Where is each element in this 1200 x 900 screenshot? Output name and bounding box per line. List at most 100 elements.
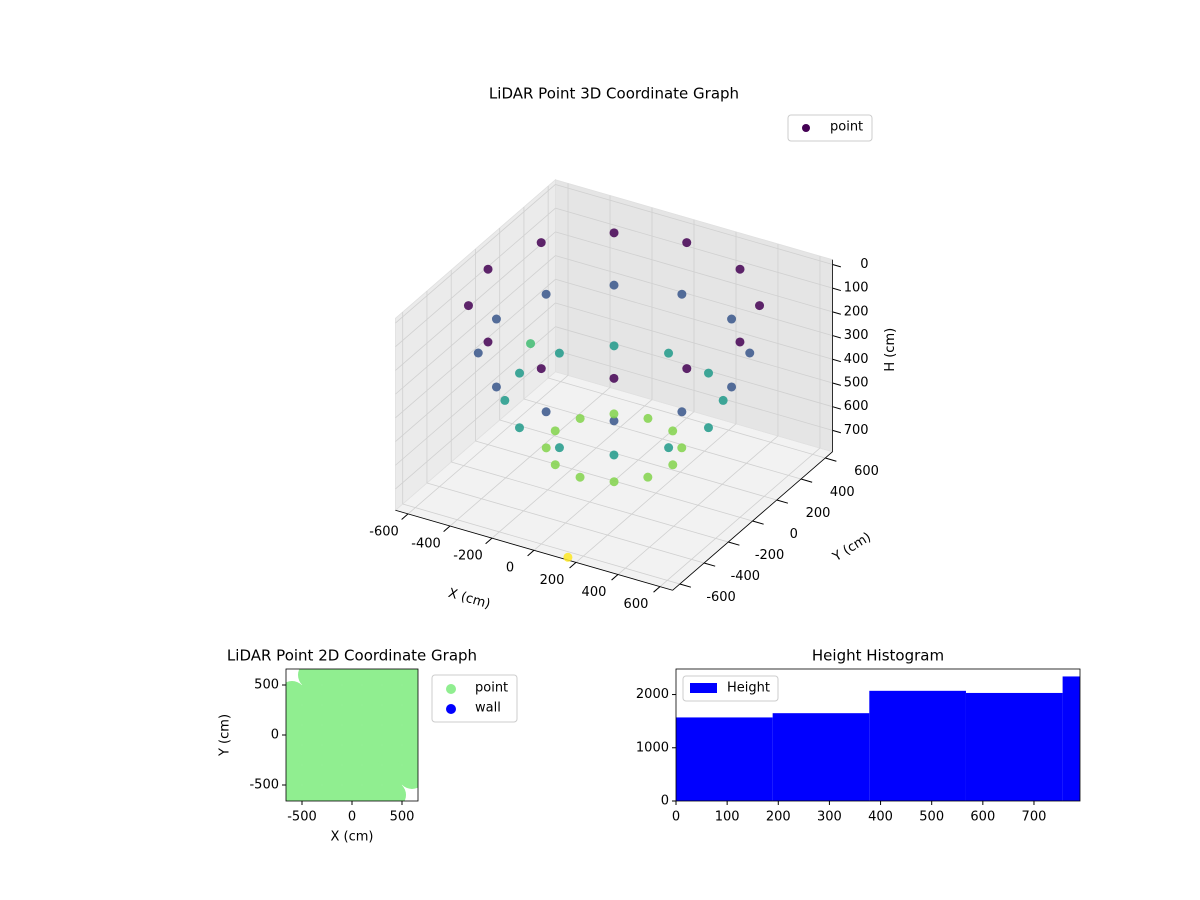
point (338, 681, 366, 709)
grid-line (555, 278, 833, 360)
z-tick-label: 400 (844, 352, 869, 367)
tick-mark (776, 499, 789, 504)
z-tick-label: 500 (844, 375, 869, 390)
z-tick-label: 300 (844, 328, 869, 343)
x-tick-label: 500 (919, 810, 944, 825)
x-tick-label: 0 (506, 561, 514, 576)
x-tick-label: 400 (582, 585, 607, 600)
y-tick-label: -500 (249, 778, 279, 793)
point (541, 443, 551, 453)
point (735, 337, 745, 347)
point (554, 348, 564, 358)
legend-marker (802, 124, 810, 132)
point (643, 472, 653, 482)
point (536, 364, 546, 374)
legend-label: point (830, 120, 863, 135)
y-tick-label: 0 (661, 794, 669, 809)
grid-line (548, 377, 826, 459)
point (378, 721, 406, 749)
point (677, 289, 687, 299)
grid-line (555, 184, 833, 265)
x-tick-label: -500 (287, 810, 317, 825)
tick-mark (569, 562, 577, 569)
point (318, 681, 346, 709)
point (609, 416, 619, 426)
tick-mark (653, 586, 661, 593)
legend-patch (690, 683, 717, 693)
point (755, 301, 765, 311)
point (718, 395, 728, 405)
point (378, 781, 406, 801)
grid-line (523, 398, 802, 480)
grid-line (402, 503, 680, 585)
tick-mark (832, 287, 842, 292)
point (318, 701, 346, 729)
point (358, 701, 386, 729)
grid-line (451, 461, 729, 543)
tick-mark (527, 549, 535, 557)
point (500, 395, 510, 405)
tick-mark (832, 263, 842, 268)
point (318, 741, 346, 769)
legend-label: Height (727, 681, 770, 696)
point (491, 382, 501, 392)
y-tick-label: 1000 (636, 740, 669, 755)
x-tick-label: 600 (624, 597, 649, 612)
z-axis-label: H (cm) (883, 328, 898, 372)
tick-mark (832, 406, 842, 410)
x-tick-label: 300 (817, 810, 842, 825)
tick-mark (832, 429, 842, 434)
z-tick-label: 200 (844, 304, 869, 319)
point (609, 450, 619, 460)
point (668, 426, 678, 436)
tick-mark (443, 525, 451, 532)
point (735, 264, 745, 274)
y-tick-label: 2000 (636, 687, 669, 702)
point (541, 289, 551, 299)
y-tick-label: 200 (806, 506, 831, 521)
tick-mark (485, 537, 493, 545)
x-tick-label: 600 (970, 810, 995, 825)
point (358, 741, 386, 769)
point (514, 423, 524, 433)
bar (772, 713, 870, 801)
tick-mark (401, 513, 409, 520)
z-tick-label: 100 (844, 281, 869, 296)
z-tick-label: 700 (844, 423, 869, 438)
point (704, 368, 714, 378)
legend-marker (446, 684, 456, 694)
bar (676, 717, 773, 801)
x-tick-label: 100 (715, 810, 740, 825)
point (677, 443, 687, 453)
x-tick-label: 0 (672, 810, 680, 825)
plot-area (286, 669, 418, 801)
y-tick-label: -200 (755, 548, 785, 563)
point (609, 280, 619, 290)
point (745, 348, 755, 358)
tick-mark (800, 478, 813, 483)
z-tick-label: 600 (844, 399, 869, 414)
point (338, 761, 366, 789)
tick-mark (832, 358, 842, 363)
point (378, 681, 406, 709)
point (664, 348, 674, 358)
point (473, 348, 483, 358)
grid-line (555, 350, 833, 431)
tick-mark (679, 583, 692, 588)
point (727, 314, 737, 324)
tick-mark (703, 562, 716, 567)
point (378, 741, 406, 769)
grid-line (555, 255, 833, 336)
point (358, 681, 386, 709)
y-tick-label: 0 (271, 728, 279, 743)
grid-line (395, 302, 556, 442)
x-tick-label: 500 (390, 810, 415, 825)
point (682, 364, 692, 374)
point (664, 443, 674, 453)
point (491, 314, 501, 324)
x-tick-label: -400 (411, 536, 441, 551)
chart-title: LiDAR Point 3D Coordinate Graph (489, 85, 739, 103)
point (515, 368, 525, 378)
legend-label: point (475, 681, 508, 696)
point (609, 228, 619, 238)
